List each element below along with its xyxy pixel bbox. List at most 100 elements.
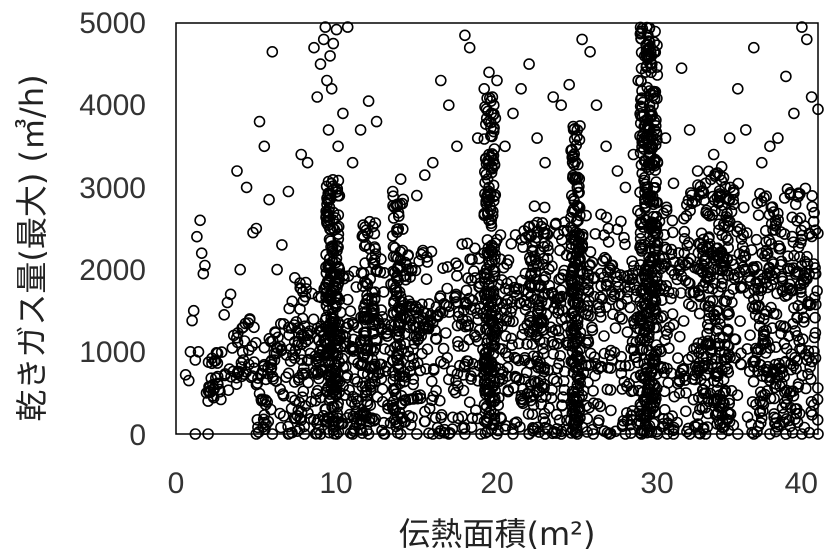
data-point bbox=[359, 221, 371, 233]
data-point bbox=[483, 345, 495, 358]
data-point bbox=[399, 394, 412, 407]
data-point bbox=[659, 132, 672, 144]
data-point bbox=[605, 293, 617, 306]
data-point bbox=[587, 385, 599, 397]
data-point bbox=[584, 347, 597, 360]
data-point bbox=[234, 263, 246, 276]
data-point bbox=[267, 373, 279, 385]
data-point bbox=[260, 373, 272, 386]
data-point bbox=[753, 312, 766, 325]
data-point bbox=[359, 327, 372, 339]
data-point bbox=[530, 257, 543, 270]
data-point bbox=[628, 351, 641, 364]
data-point bbox=[238, 368, 250, 381]
data-point bbox=[646, 86, 659, 99]
data-point bbox=[642, 135, 655, 148]
data-point bbox=[638, 172, 651, 184]
data-point bbox=[394, 311, 406, 324]
data-point bbox=[538, 223, 551, 235]
data-point bbox=[643, 99, 656, 111]
data-point bbox=[501, 370, 513, 383]
data-point bbox=[437, 262, 449, 275]
data-point bbox=[667, 287, 680, 299]
data-point bbox=[651, 69, 664, 81]
data-point bbox=[711, 376, 724, 388]
data-point bbox=[567, 192, 580, 205]
data-point bbox=[286, 295, 299, 308]
data-point bbox=[662, 412, 675, 425]
data-point bbox=[284, 343, 297, 355]
data-point bbox=[319, 21, 332, 33]
data-point bbox=[295, 282, 307, 295]
data-point bbox=[365, 342, 377, 355]
data-point bbox=[322, 323, 335, 336]
data-point bbox=[408, 358, 420, 371]
data-point bbox=[643, 255, 656, 268]
data-point bbox=[593, 301, 606, 314]
data-point bbox=[420, 251, 433, 263]
data-point bbox=[785, 385, 797, 398]
data-point bbox=[803, 299, 816, 312]
data-point bbox=[285, 322, 298, 334]
data-point bbox=[611, 223, 624, 236]
data-point bbox=[420, 363, 432, 375]
data-point bbox=[271, 263, 283, 276]
data-point bbox=[785, 284, 797, 297]
data-point bbox=[571, 378, 584, 391]
data-point bbox=[366, 220, 379, 233]
data-point bbox=[500, 298, 513, 310]
data-point bbox=[717, 171, 730, 184]
data-point bbox=[297, 385, 310, 398]
data-point bbox=[324, 50, 336, 62]
data-point bbox=[535, 380, 548, 393]
data-point bbox=[666, 308, 679, 320]
data-point bbox=[327, 378, 340, 391]
data-point bbox=[288, 271, 301, 284]
data-point bbox=[663, 342, 675, 355]
data-point bbox=[737, 201, 750, 214]
data-point bbox=[674, 263, 686, 275]
data-point bbox=[650, 339, 663, 351]
data-point bbox=[538, 365, 550, 378]
data-point bbox=[426, 394, 438, 407]
data-point bbox=[327, 214, 340, 227]
data-point bbox=[761, 268, 774, 281]
data-point bbox=[253, 115, 266, 128]
data-point bbox=[392, 316, 405, 329]
data-point bbox=[687, 393, 700, 406]
data-point bbox=[325, 241, 337, 253]
data-point bbox=[248, 356, 260, 368]
data-point bbox=[604, 362, 617, 374]
data-point bbox=[488, 392, 501, 405]
data-point bbox=[699, 387, 712, 400]
data-point bbox=[306, 287, 318, 300]
data-point bbox=[679, 405, 692, 418]
data-point bbox=[469, 302, 481, 315]
data-point bbox=[521, 338, 533, 351]
data-point bbox=[563, 78, 576, 91]
data-point bbox=[773, 242, 786, 255]
data-point bbox=[565, 144, 577, 157]
data-point bbox=[394, 254, 407, 267]
data-point bbox=[793, 335, 806, 348]
scatter-points bbox=[179, 21, 824, 440]
data-point bbox=[550, 408, 563, 421]
data-point bbox=[568, 296, 581, 309]
data-point bbox=[589, 228, 602, 240]
data-point bbox=[394, 173, 407, 185]
data-point bbox=[469, 242, 481, 255]
data-point bbox=[784, 401, 797, 414]
data-point bbox=[748, 262, 760, 275]
data-point bbox=[649, 245, 662, 257]
data-point bbox=[322, 187, 335, 200]
data-point bbox=[572, 287, 585, 299]
data-point bbox=[358, 334, 370, 347]
data-point bbox=[398, 375, 411, 388]
data-point bbox=[333, 334, 345, 347]
data-point bbox=[600, 211, 613, 224]
data-point bbox=[643, 321, 656, 333]
data-point bbox=[637, 96, 649, 109]
data-point bbox=[809, 327, 822, 339]
data-point bbox=[613, 311, 626, 323]
data-point bbox=[735, 347, 747, 360]
